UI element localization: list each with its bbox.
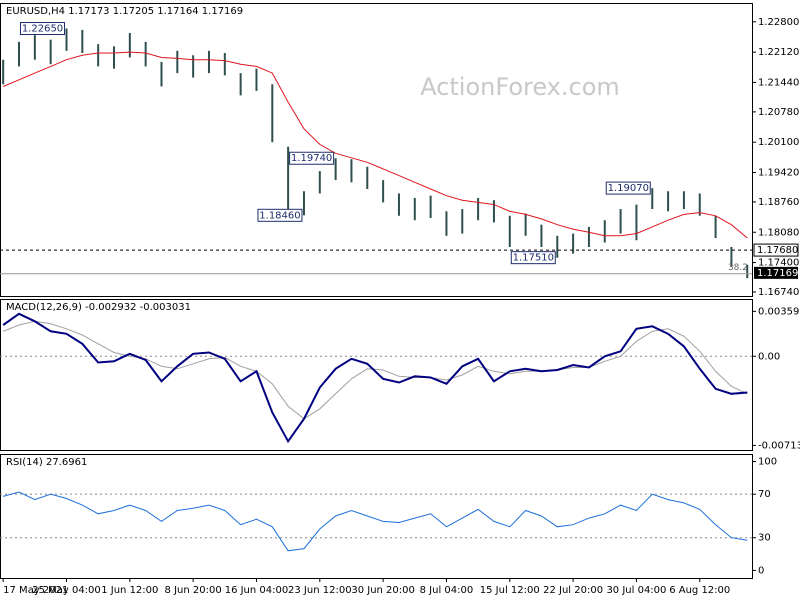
y-tick-label: -0.007137 — [758, 440, 800, 451]
annotation-box — [19, 22, 65, 36]
y-tick-label: 0 — [758, 565, 764, 576]
y-tick-label: 30 — [758, 533, 771, 544]
rsi-title: RSI(14) 27.6961 — [6, 457, 87, 468]
annotation-label: 1.19740 — [291, 153, 332, 164]
annotation-box — [289, 151, 335, 165]
y-tick-label: 70 — [758, 489, 771, 500]
annotation-label: 1.18460 — [259, 210, 300, 221]
y-tick-label: 0.003591 — [758, 306, 800, 317]
chart-title: EURUSD,H4 1.17173 1.17205 1.17164 1.1716… — [6, 6, 243, 17]
annotation-box — [605, 181, 651, 195]
y-tick-label: 100 — [758, 457, 777, 468]
x-tick-label: 25 May 04:00 — [32, 585, 101, 596]
line — [2, 312, 748, 444]
last-price-box — [754, 266, 798, 279]
watermark: ActionForex.com — [420, 73, 620, 101]
level-label: 1.17680 — [757, 245, 798, 256]
annotation-label: 1.19070 — [608, 183, 649, 194]
x-tick-label: 30 Jun 20:00 — [351, 585, 415, 596]
annotation-label: 1.22650 — [22, 24, 63, 35]
y-tick-label: 1.20100 — [758, 137, 799, 148]
x-tick-label: 23 Jun 12:00 — [288, 585, 352, 596]
y-tick-label: 1.20780 — [758, 107, 799, 118]
x-tick-label: 8 Jul 04:00 — [420, 585, 474, 596]
y-tick-label: 1.21440 — [758, 77, 799, 88]
line — [3, 51, 748, 239]
level-label-box — [753, 243, 799, 257]
annotation-box — [257, 208, 303, 222]
x-tick-label: 6 Aug 12:00 — [669, 585, 730, 596]
y-tick-label: 0.00 — [758, 351, 780, 362]
y-tick-label: 1.19420 — [758, 168, 799, 179]
line — [3, 491, 748, 552]
y-tick-label: 1.22120 — [758, 47, 799, 58]
price-panel — [0, 3, 753, 297]
x-tick-label: 8 Jun 20:00 — [165, 585, 222, 596]
annotation-label: 1.17510 — [513, 253, 554, 264]
y-tick-label: 1.18080 — [758, 227, 799, 238]
y-tick-label: 1.18760 — [758, 197, 799, 208]
macd-panel — [0, 299, 753, 451]
x-tick-label: 17 May 2021 — [3, 585, 68, 596]
x-tick-label: 30 Jul 04:00 — [606, 585, 666, 596]
y-tick-label: 1.22800 — [758, 17, 799, 28]
y-tick-label: 1.17400 — [758, 258, 799, 269]
x-tick-label: 15 Jul 12:00 — [480, 585, 540, 596]
rsi-panel — [0, 454, 753, 579]
x-tick-label: 16 Jun 04:00 — [225, 585, 289, 596]
y-tick-label: 1.16740 — [758, 287, 799, 298]
fib-label: 38.2 — [728, 263, 748, 273]
x-tick-label: 22 Jul 20:00 — [543, 585, 603, 596]
annotation-box — [510, 251, 556, 265]
last-price-label: 1.17169 — [757, 268, 798, 279]
x-tick-label: 1 Jun 12:00 — [101, 585, 158, 596]
macd-title: MACD(12,26,9) -0.002932 -0.003031 — [6, 302, 191, 313]
